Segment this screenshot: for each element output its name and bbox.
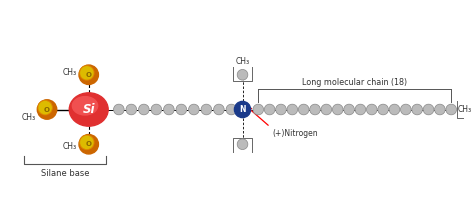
Circle shape bbox=[237, 139, 248, 150]
Text: CH₃: CH₃ bbox=[21, 113, 36, 122]
Circle shape bbox=[366, 104, 377, 115]
Circle shape bbox=[201, 104, 212, 115]
Text: O: O bbox=[86, 141, 91, 147]
Text: CH₃: CH₃ bbox=[458, 105, 472, 114]
Circle shape bbox=[214, 104, 224, 115]
Circle shape bbox=[151, 104, 162, 115]
Circle shape bbox=[80, 135, 94, 149]
Circle shape bbox=[446, 104, 456, 115]
Circle shape bbox=[332, 104, 343, 115]
Circle shape bbox=[344, 104, 355, 115]
Text: (+)Nitrogen: (+)Nitrogen bbox=[273, 129, 318, 138]
Circle shape bbox=[298, 104, 309, 115]
Circle shape bbox=[138, 104, 149, 115]
Circle shape bbox=[378, 104, 389, 115]
Circle shape bbox=[412, 104, 422, 115]
Text: O: O bbox=[86, 72, 91, 78]
Circle shape bbox=[321, 104, 332, 115]
Circle shape bbox=[435, 104, 445, 115]
Text: Silane base: Silane base bbox=[41, 169, 89, 178]
Ellipse shape bbox=[69, 93, 108, 126]
Circle shape bbox=[287, 104, 298, 115]
Circle shape bbox=[235, 101, 251, 118]
Circle shape bbox=[189, 104, 199, 115]
Circle shape bbox=[264, 104, 275, 115]
Circle shape bbox=[81, 67, 93, 79]
Circle shape bbox=[81, 136, 93, 148]
Text: CH₃: CH₃ bbox=[236, 57, 250, 66]
Circle shape bbox=[176, 104, 187, 115]
Text: CH₃: CH₃ bbox=[63, 68, 77, 77]
Circle shape bbox=[37, 100, 57, 119]
Circle shape bbox=[253, 104, 264, 115]
Circle shape bbox=[226, 104, 237, 115]
Text: Long molecular chain (18): Long molecular chain (18) bbox=[302, 78, 407, 87]
Circle shape bbox=[423, 104, 434, 115]
Ellipse shape bbox=[73, 97, 98, 115]
Circle shape bbox=[38, 101, 52, 115]
Circle shape bbox=[355, 104, 366, 115]
Circle shape bbox=[401, 104, 411, 115]
Circle shape bbox=[79, 65, 99, 85]
Circle shape bbox=[237, 69, 248, 80]
Circle shape bbox=[310, 104, 320, 115]
Circle shape bbox=[389, 104, 400, 115]
Circle shape bbox=[39, 102, 51, 114]
Circle shape bbox=[276, 104, 286, 115]
Circle shape bbox=[79, 134, 99, 154]
Text: N: N bbox=[239, 105, 246, 114]
Circle shape bbox=[164, 104, 174, 115]
Circle shape bbox=[80, 66, 94, 80]
Circle shape bbox=[113, 104, 124, 115]
Text: CH₃: CH₃ bbox=[63, 142, 77, 151]
Text: O: O bbox=[44, 106, 50, 113]
Text: Si: Si bbox=[82, 103, 95, 116]
Circle shape bbox=[126, 104, 137, 115]
